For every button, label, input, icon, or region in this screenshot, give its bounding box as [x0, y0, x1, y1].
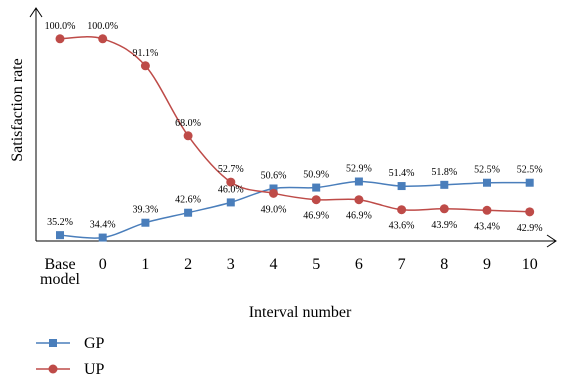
legend-marker-gp	[49, 339, 57, 347]
data-label-up: 68.0%	[175, 118, 201, 129]
data-label-up: 100.0%	[87, 21, 118, 32]
x-axis-arrow	[546, 234, 557, 248]
axes	[29, 7, 557, 248]
data-point-gp	[141, 218, 150, 227]
data-label-gp: 35.2%	[47, 217, 73, 228]
data-label-up: 42.9%	[517, 223, 543, 234]
legend: GP UP	[36, 335, 105, 378]
data-point-up	[98, 34, 108, 44]
data-label-gp: 39.3%	[132, 205, 158, 216]
data-point-gp	[483, 178, 491, 187]
data-point-gp	[184, 208, 193, 217]
data-label-up: 43.6%	[389, 221, 415, 232]
data-label-up: 52.7%	[218, 164, 244, 175]
data-point-up	[525, 207, 535, 217]
x-tick-label: 0	[99, 256, 107, 273]
legend-label-gp: GP	[84, 335, 105, 352]
data-label-gp: 51.4%	[389, 168, 415, 179]
data-point-up	[55, 34, 65, 44]
data-point-up	[269, 188, 278, 198]
x-tick-label: 3	[227, 256, 235, 273]
data-point-up	[439, 204, 449, 214]
data-label-up: 91.1%	[132, 48, 158, 59]
legend-item-gp: GP	[36, 335, 105, 352]
x-tick-label: 9	[483, 256, 491, 273]
data-label-gp: 52.5%	[474, 165, 500, 176]
series-line-up	[59, 36, 530, 213]
data-point-up	[140, 61, 150, 71]
data-point-gp	[226, 198, 235, 207]
series-layer	[55, 34, 535, 242]
data-label-gp: 51.8%	[431, 167, 457, 178]
x-tick-label: 4	[270, 256, 278, 273]
data-point-up	[311, 195, 321, 205]
data-labels: 35.2% 34.4% 39.3% 42.6% 46.0% 50.6% 50.9% 52.9%…	[45, 21, 543, 234]
series-up	[55, 34, 535, 217]
x-tick-label: 7	[398, 256, 406, 273]
data-label-up: 46.9%	[346, 211, 372, 222]
data-label-gp: 34.4%	[90, 220, 116, 231]
data-label-up: 43.9%	[431, 220, 457, 231]
data-point-gp	[440, 180, 449, 189]
x-axis-title: Interval number	[249, 304, 352, 321]
x-tick-label: Base model	[40, 256, 81, 288]
x-tick-label: 5	[312, 256, 320, 273]
data-label-gp: 46.0%	[218, 184, 244, 195]
data-label-gp: 52.5%	[517, 165, 543, 176]
data-label-up: 46.9%	[303, 211, 329, 222]
data-label-up: 100.0%	[45, 21, 76, 32]
data-point-up	[482, 205, 492, 215]
legend-item-up: UP	[36, 361, 105, 378]
data-label-gp: 50.9%	[303, 170, 329, 181]
x-tick-labels: Base model 0 1 2 3 4 5 6 7 8 9 10	[40, 256, 538, 288]
data-point-up	[397, 205, 407, 215]
data-label-gp: 52.9%	[346, 164, 372, 175]
data-point-up	[183, 131, 193, 141]
legend-marker-up	[48, 364, 58, 374]
y-axis-title: Satisfaction rate	[9, 58, 26, 162]
data-point-gp	[312, 183, 321, 192]
x-tick-label: 2	[184, 256, 192, 273]
series-gp	[56, 177, 534, 242]
y-axis-arrow	[29, 7, 43, 18]
data-point-up	[354, 195, 364, 205]
data-point-gp	[397, 182, 406, 191]
data-label-up: 49.0%	[261, 204, 287, 215]
x-tick-label: 8	[440, 256, 448, 273]
x-tick-label: 1	[141, 256, 149, 273]
data-point-gp	[269, 184, 278, 193]
data-point-gp	[98, 233, 107, 242]
data-point-gp	[525, 178, 534, 187]
data-label-up: 43.4%	[474, 221, 500, 232]
legend-label-up: UP	[84, 361, 105, 378]
x-tick-label: 10	[522, 256, 538, 273]
data-point-gp	[354, 177, 363, 186]
data-label-gp: 50.6%	[261, 170, 287, 181]
x-tick-label: 6	[355, 256, 363, 273]
data-label-gp: 42.6%	[175, 195, 201, 206]
data-point-gp	[56, 231, 64, 240]
data-point-up	[226, 177, 236, 187]
